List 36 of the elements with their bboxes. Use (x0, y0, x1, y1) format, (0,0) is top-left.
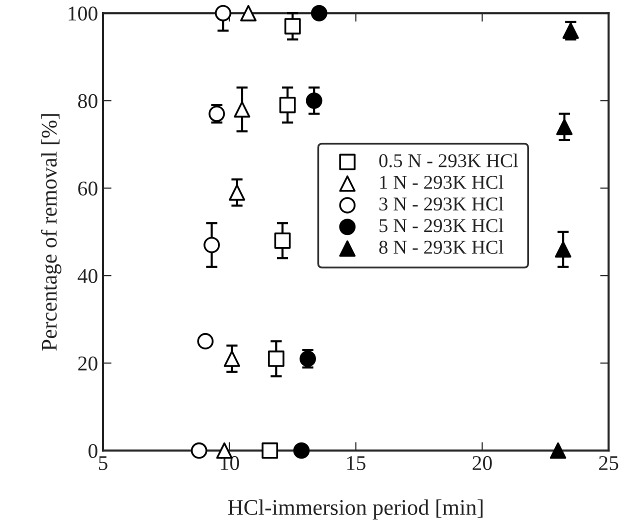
legend-label: 0.5 N - 293K HCl (379, 154, 518, 168)
point (262, 442, 278, 459)
point (190, 442, 208, 459)
point (556, 118, 573, 136)
x-axis-title: HCl-immersion period [min] (228, 499, 483, 520)
point (240, 4, 257, 22)
y-tick-label: 40 (78, 268, 98, 284)
legend-label: 1 N - 293K HCl (380, 175, 504, 189)
y-tick-label: 100 (68, 6, 98, 21)
point (284, 18, 301, 34)
point (197, 333, 214, 350)
y-tick-label: 0 (88, 444, 98, 458)
y-tick-label: 20 (78, 356, 98, 371)
point (228, 184, 246, 201)
x-tick-label: 15 (347, 456, 366, 470)
point (204, 236, 220, 254)
point (550, 442, 566, 459)
y-tick-label: 60 (78, 182, 98, 196)
x-tick-label: 5 (99, 456, 108, 470)
point (279, 96, 296, 114)
point (554, 241, 572, 258)
y-axis-title: Percentage of removal [%] (40, 114, 62, 351)
x-tick-label: 25 (599, 456, 618, 470)
point (268, 350, 284, 367)
legend-label: 3 N - 293K HCl (379, 196, 504, 211)
point (274, 232, 291, 249)
point (306, 92, 322, 109)
legend-label: 5 N - 293K HCl (380, 218, 504, 232)
point (293, 442, 310, 459)
y-tick-label: 80 (78, 94, 98, 108)
point (310, 4, 328, 22)
legend-label: 8 N - 293K HCl (379, 240, 504, 254)
point (234, 101, 250, 118)
x-tick-label: 20 (472, 456, 492, 470)
point (214, 4, 232, 22)
point (224, 350, 240, 367)
